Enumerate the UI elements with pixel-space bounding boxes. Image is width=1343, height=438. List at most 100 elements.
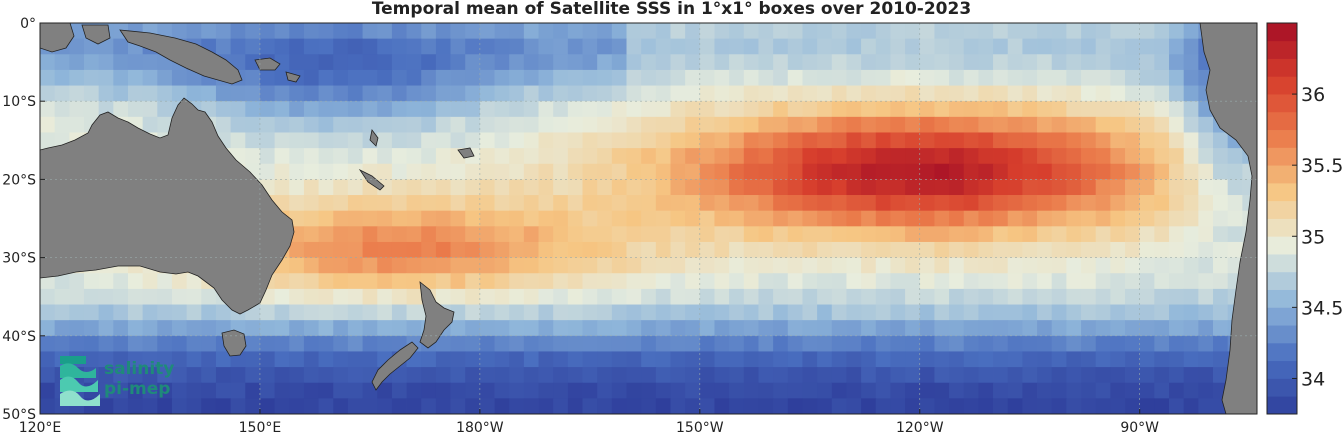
sss-cell [1066,335,1082,352]
sss-cell [1066,163,1082,180]
sss-cell [655,320,671,337]
sss-cell [1022,288,1038,305]
sss-cell [626,132,642,149]
sss-cell [186,367,202,384]
sss-cell [1154,101,1170,118]
sss-cell [626,304,642,321]
sss-cell [699,398,715,414]
sss-cell [905,116,921,133]
lon-tick-label: 120°E [19,420,62,436]
sss-cell [435,367,451,384]
sss-cell [289,85,305,102]
sss-cell [465,320,481,337]
sss-cell [743,398,759,414]
sss-cell [127,382,144,399]
sss-cell [171,367,188,384]
sss-cell [245,382,261,399]
sss-cell [1110,382,1126,399]
sss-cell [993,335,1009,352]
sss-cell [377,226,393,243]
sss-cell [1198,382,1214,399]
sss-cell [347,241,363,258]
land-nz-south-island [371,341,419,391]
sss-cell [1198,257,1214,274]
lon-tick-label: 120°W [896,420,944,436]
sss-cell [523,226,539,243]
sss-cell [1007,132,1023,149]
sss-cell [875,335,891,352]
sss-cell [817,304,833,321]
sss-cell [465,335,481,352]
sss-cell [1139,116,1155,133]
sss-cell [773,257,789,274]
sss-cell [1125,367,1141,384]
sss-cell [362,398,378,414]
sss-cell [509,351,525,368]
sss-cell [1037,398,1053,414]
sss-cell [494,195,510,212]
sss-cell [362,257,378,274]
sss-cell [259,85,276,102]
sss-cell [963,179,979,196]
sss-cell [450,320,466,337]
sss-cell [1213,367,1229,384]
sss-cell [1095,85,1111,102]
sss-cell [1125,69,1141,86]
land-vanuatu [369,129,379,147]
sss-cell [582,226,598,243]
sss-cell [1081,85,1097,102]
sss-cell [743,101,759,118]
sss-cell [1081,335,1097,352]
sss-cell [831,163,847,180]
sss-cell [421,241,437,258]
sss-cell [1198,351,1214,368]
sss-cell [699,320,715,337]
sss-cell [127,320,144,337]
sss-cell [406,101,422,118]
logo-line-1: salinity [104,359,175,379]
sss-cell [1051,101,1067,118]
sss-cell [831,257,847,274]
sss-cell [435,101,451,118]
sss-cell [890,54,906,71]
colorbar-tick-label: 36 [1301,84,1325,106]
colorbar-segment [1267,94,1297,113]
sss-cell [1154,382,1170,399]
sss-cell [699,335,715,352]
sss-cell [1066,398,1082,414]
sss-cell [142,54,158,71]
sss-cell [773,116,789,133]
sss-cell [1007,23,1023,40]
sss-cell [1022,226,1038,243]
sss-cell [963,304,979,321]
sss-cell [978,69,994,86]
sss-cell [83,351,100,368]
sss-cell [1066,304,1082,321]
sss-cell [846,351,862,368]
sss-cell [245,23,261,40]
sss-cell [450,288,466,305]
sss-cell [538,132,554,149]
sss-cell [1007,226,1023,243]
sss-cell [817,398,833,414]
sss-cell [69,38,85,55]
sss-cell [670,398,686,414]
sss-cell [274,116,290,133]
colorbar-segment [1267,40,1297,59]
sss-cell [846,382,862,399]
sss-cell [787,320,803,337]
sss-cell [245,85,261,102]
sss-cell [890,69,906,86]
sss-cell [1051,132,1067,149]
sss-cell [699,226,715,243]
sss-cell [919,85,935,102]
sss-cell [611,398,627,414]
sss-cell [435,148,451,165]
sss-cell [817,38,833,55]
sss-cell [435,54,451,71]
land-south-america [1199,23,1257,414]
sss-cell [1066,132,1082,149]
sss-cell [465,179,481,196]
sss-cell [494,179,510,196]
